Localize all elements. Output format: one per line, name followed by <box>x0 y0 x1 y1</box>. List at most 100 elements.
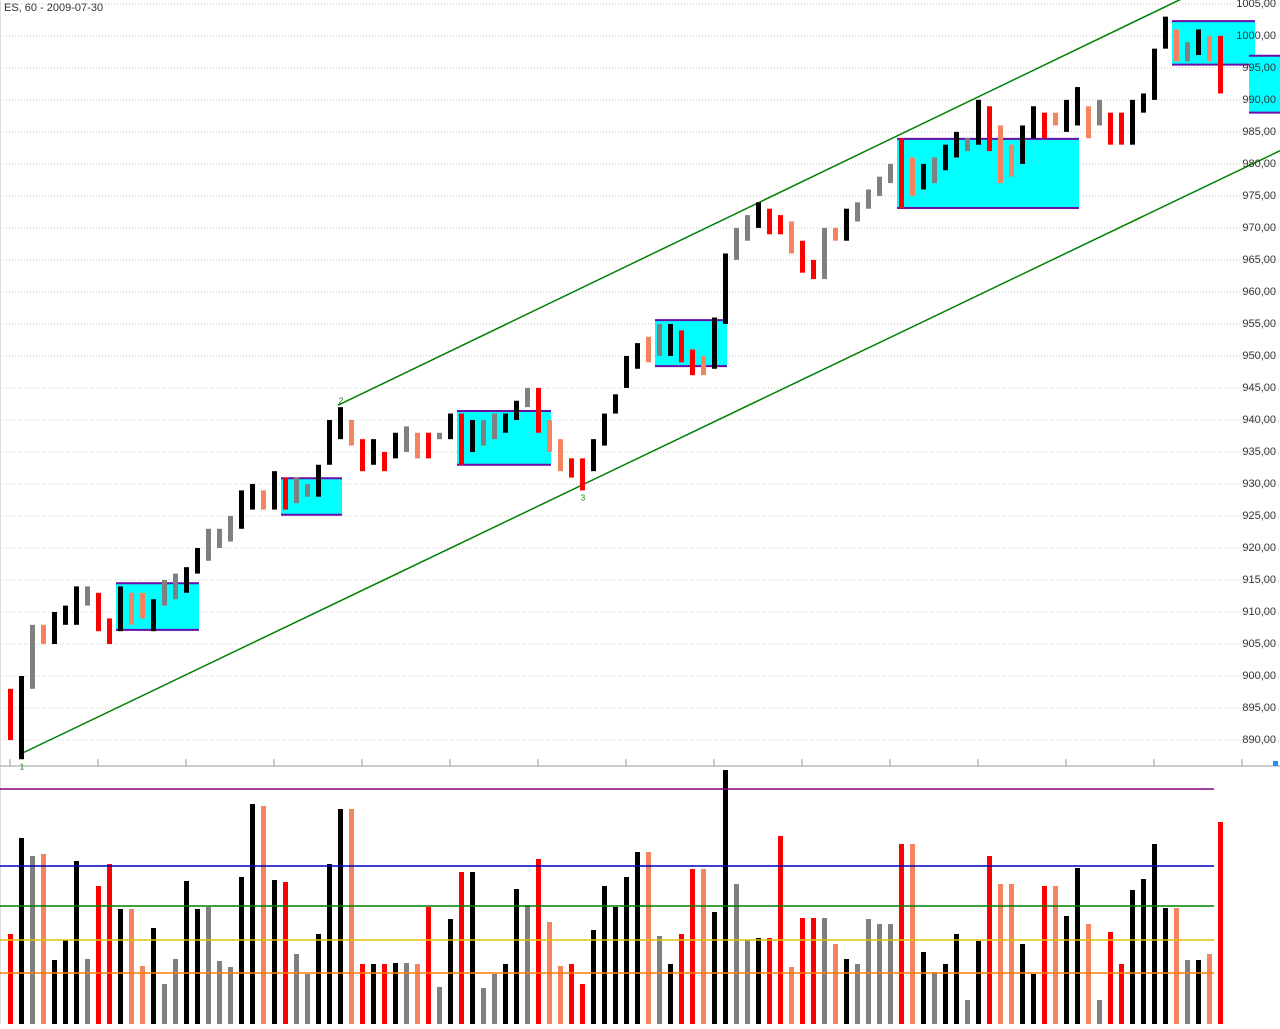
value-area-box <box>281 478 342 515</box>
y-tick-label: 975,00 <box>1242 190 1276 202</box>
y-tick-label: 905,00 <box>1242 638 1276 650</box>
volume-bar <box>1218 822 1223 1024</box>
price-bar <box>19 676 24 760</box>
trendline <box>337 0 1182 406</box>
volume-bar <box>151 928 156 1024</box>
price-bar <box>85 586 90 606</box>
price-bar <box>371 439 376 465</box>
price-bar <box>195 547 200 574</box>
price-bar <box>701 355 706 376</box>
y-tick-label: 1000,00 <box>1236 30 1276 42</box>
volume-bar <box>580 984 585 1024</box>
price-bar <box>239 490 244 529</box>
volume-bar <box>393 963 398 1024</box>
volume-bar <box>41 854 46 1024</box>
price-bar <box>1152 48 1157 100</box>
volume-bar <box>932 972 937 1024</box>
price-bar <box>635 343 640 369</box>
volume-bar <box>591 930 596 1024</box>
price-bar <box>932 157 937 184</box>
volume-bar <box>459 872 464 1024</box>
volume-bar <box>855 964 860 1024</box>
price-bar <box>470 419 475 452</box>
price-bar <box>1119 112 1124 145</box>
volume-bar <box>173 959 178 1024</box>
price-bar <box>1097 99 1102 126</box>
y-tick-label: 940,00 <box>1242 414 1276 426</box>
price-bar <box>1141 93 1146 113</box>
y-tick-label: 965,00 <box>1242 254 1276 266</box>
y-tick-label: 915,00 <box>1242 574 1276 586</box>
volume-bar <box>426 907 431 1024</box>
price-bar <box>151 599 156 632</box>
price-bar <box>525 387 530 408</box>
price-bar <box>888 163 893 184</box>
price-bar <box>1218 35 1223 94</box>
price-bar <box>943 144 948 171</box>
y-tick-label: 985,00 <box>1242 126 1276 138</box>
price-bar <box>998 125 1003 184</box>
scroll-marker <box>1273 761 1278 766</box>
volume-bar <box>756 938 761 1024</box>
volume-bar <box>767 938 772 1024</box>
volume-bar <box>1207 954 1212 1024</box>
price-bar <box>778 215 783 235</box>
volume-bar <box>107 864 112 1024</box>
price-bar <box>767 208 772 235</box>
price-bar <box>646 336 651 363</box>
price-bar <box>1185 42 1190 62</box>
y-tick-label: 920,00 <box>1242 542 1276 554</box>
volume-bar <box>723 770 728 1024</box>
volume-bar <box>19 838 24 1024</box>
volume-bar <box>910 844 915 1024</box>
y-tick-label: 970,00 <box>1242 222 1276 234</box>
volume-bar <box>811 918 816 1024</box>
volume-bar <box>679 934 684 1024</box>
price-bar <box>173 573 178 600</box>
volume-bar <box>8 934 13 1024</box>
price-bar <box>316 464 321 497</box>
price-bar <box>1174 29 1179 62</box>
volume-bar <box>1020 944 1025 1024</box>
price-bar <box>30 624 35 689</box>
volume-bar <box>613 907 618 1024</box>
volume-bar <box>327 864 332 1024</box>
price-bar <box>118 586 123 632</box>
price-bar <box>800 240 805 273</box>
price-bar <box>184 567 189 593</box>
y-tick-label: 995,00 <box>1242 62 1276 74</box>
volume-bar <box>74 861 79 1024</box>
price-bar <box>910 157 915 196</box>
price-bar <box>866 189 871 209</box>
price-bar <box>217 528 222 548</box>
volume-bar <box>1119 964 1124 1024</box>
volume-bar <box>525 905 530 1024</box>
volume-bar <box>118 909 123 1024</box>
price-bar <box>976 99 981 145</box>
y-tick-label: 895,00 <box>1242 702 1276 714</box>
price-bar <box>426 432 431 459</box>
volume-bar <box>371 964 376 1024</box>
price-bar <box>811 259 816 280</box>
price-bar <box>1042 112 1047 139</box>
price-bar <box>899 138 904 209</box>
trendline <box>18 150 1280 756</box>
price-bar <box>734 227 739 260</box>
volume-bar <box>492 974 497 1024</box>
y-tick-label: 980,00 <box>1242 158 1276 170</box>
price-bar <box>844 208 849 241</box>
volume-bar <box>965 1000 970 1024</box>
volume-bar <box>877 924 882 1024</box>
volume-bar <box>162 984 167 1024</box>
price-bar <box>1020 125 1025 164</box>
volume-bar <box>822 918 827 1024</box>
price-bar <box>437 432 442 440</box>
price-bar <box>338 407 343 440</box>
volume-bar <box>85 959 90 1024</box>
chart-title: ES, 60 - 2009-07-30 <box>4 2 103 14</box>
volume-bar <box>778 836 783 1024</box>
price-bar <box>503 413 508 433</box>
y-tick-label: 990,00 <box>1242 94 1276 106</box>
volume-bar <box>261 806 266 1024</box>
volume-bar <box>140 966 145 1024</box>
